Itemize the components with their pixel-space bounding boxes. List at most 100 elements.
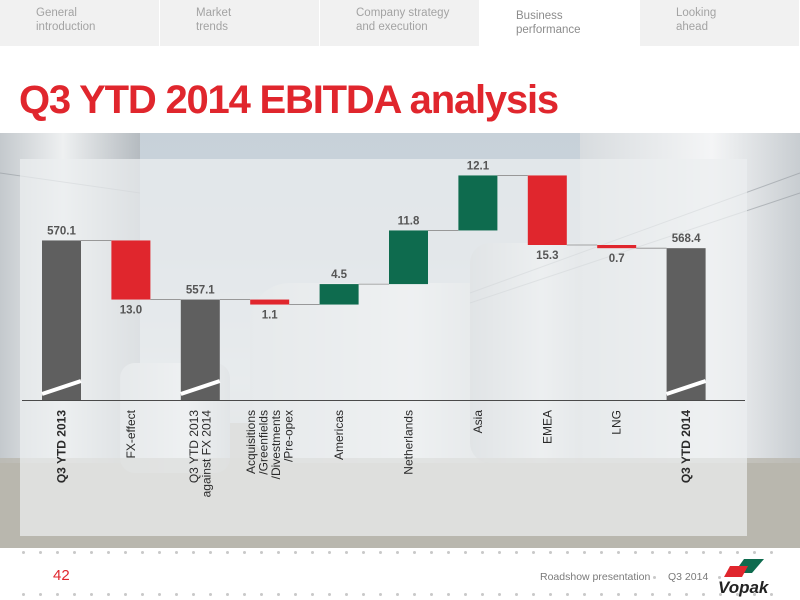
axis-break-mark — [41, 379, 82, 396]
footer-dot — [702, 551, 705, 554]
data-label: 557.1 — [186, 285, 215, 297]
tab-looking-ahead[interactable]: Looking ahead — [640, 0, 800, 46]
x-tick-label: Asia — [471, 410, 485, 434]
footer-dot — [294, 593, 297, 596]
footer-separator — [653, 576, 656, 579]
footer-dot — [430, 551, 433, 554]
footer-dot — [56, 551, 59, 554]
footer-dot — [175, 593, 178, 596]
footer-dot — [753, 593, 756, 596]
footer-dot — [617, 551, 620, 554]
footer-dot — [345, 593, 348, 596]
footer-period: Q3 2014 — [668, 571, 709, 583]
page-number: 42 — [53, 567, 70, 584]
footer-dot — [753, 551, 756, 554]
footer-dot — [379, 593, 382, 596]
tab-label: Market — [196, 7, 232, 19]
footer-dot — [141, 593, 144, 596]
x-tick-label: Acquisitions — [244, 410, 258, 474]
tab-label: and execution — [356, 21, 428, 33]
footer-dot — [634, 551, 637, 554]
data-label: 0.7 — [609, 253, 625, 265]
footer-dot — [90, 593, 93, 596]
tab-label: Company strategy — [356, 7, 450, 19]
footer-dot — [362, 593, 365, 596]
footer-dot — [651, 593, 654, 596]
footer-dot — [515, 593, 518, 596]
bar-decrease — [527, 175, 567, 245]
footer-dot — [311, 551, 314, 554]
footer-dot — [447, 551, 450, 554]
data-label: 13.0 — [120, 305, 142, 317]
footer-dot — [22, 593, 25, 596]
x-tick-label: /Greenfields — [256, 410, 270, 475]
footer-dot — [583, 593, 586, 596]
footer-dot — [141, 551, 144, 554]
bar-total — [666, 248, 706, 400]
vopak-logo: Vopak — [718, 559, 770, 597]
footer-dot — [668, 593, 671, 596]
footer-dot — [685, 551, 688, 554]
tab-general-introduction[interactable]: General introduction — [0, 0, 160, 46]
data-label: 1.1 — [262, 310, 279, 322]
footer-separator — [718, 576, 721, 579]
footer-dot — [719, 593, 722, 596]
tab-label: General — [36, 7, 77, 19]
footer-dot — [396, 593, 399, 596]
x-tick-label: against FX 2014 — [200, 410, 214, 498]
bar-decrease — [111, 240, 151, 300]
footer-dot — [107, 593, 110, 596]
x-tick-label: Netherlands — [402, 410, 416, 475]
footer-dot — [328, 551, 331, 554]
footer-dot — [549, 551, 552, 554]
bar-increase — [319, 284, 359, 305]
footer-dot — [566, 551, 569, 554]
data-label: 570.1 — [47, 225, 76, 237]
footer-dot — [379, 551, 382, 554]
footer-dot — [651, 551, 654, 554]
footer-dot — [464, 551, 467, 554]
logo-mark-red — [724, 566, 748, 577]
footer-dot — [532, 593, 535, 596]
footer-dot — [107, 551, 110, 554]
chart-panel — [20, 159, 747, 536]
footer-dot — [413, 593, 416, 596]
x-tick-label: FX-effect — [124, 409, 138, 458]
tab-market-trends[interactable]: Market trends — [160, 0, 320, 46]
bar-total — [42, 240, 81, 400]
footer-dot — [22, 551, 25, 554]
x-tick-label: Q3 YTD 2013 — [187, 410, 201, 483]
axis-break-mark — [665, 379, 707, 396]
footer-dot — [226, 593, 229, 596]
footer-dot — [56, 593, 59, 596]
bar-decrease — [250, 299, 290, 305]
footer-dot — [481, 551, 484, 554]
footer-dot — [600, 551, 603, 554]
footer-dot — [277, 593, 280, 596]
footer-dotted-rule-bottom — [22, 593, 782, 597]
footer-dot — [243, 593, 246, 596]
footer-dot — [447, 593, 450, 596]
footer-dot — [498, 593, 501, 596]
tab-label: ahead — [676, 21, 708, 33]
footer-dot — [124, 551, 127, 554]
footer-dot — [736, 551, 739, 554]
footer-dot — [668, 551, 671, 554]
footer-dot — [294, 551, 297, 554]
tab-business-performance[interactable]: Business performance — [480, 0, 640, 46]
x-tick-label: Q3 YTD 2014 — [679, 410, 693, 483]
footer-dot — [464, 593, 467, 596]
tab-company-strategy[interactable]: Company strategy and execution — [320, 0, 480, 46]
footer-dot — [260, 593, 263, 596]
footer-dot — [413, 551, 416, 554]
data-label: 12.1 — [467, 160, 490, 172]
footer-dot — [566, 593, 569, 596]
footer-dot — [226, 551, 229, 554]
footer-presentation-name: Roadshow presentation — [540, 571, 651, 583]
footer-dot — [481, 593, 484, 596]
x-tick-label: Americas — [332, 410, 346, 460]
footer-dot — [396, 551, 399, 554]
footer-dot — [583, 551, 586, 554]
footer-dot — [192, 551, 195, 554]
bar-increase — [458, 175, 498, 231]
